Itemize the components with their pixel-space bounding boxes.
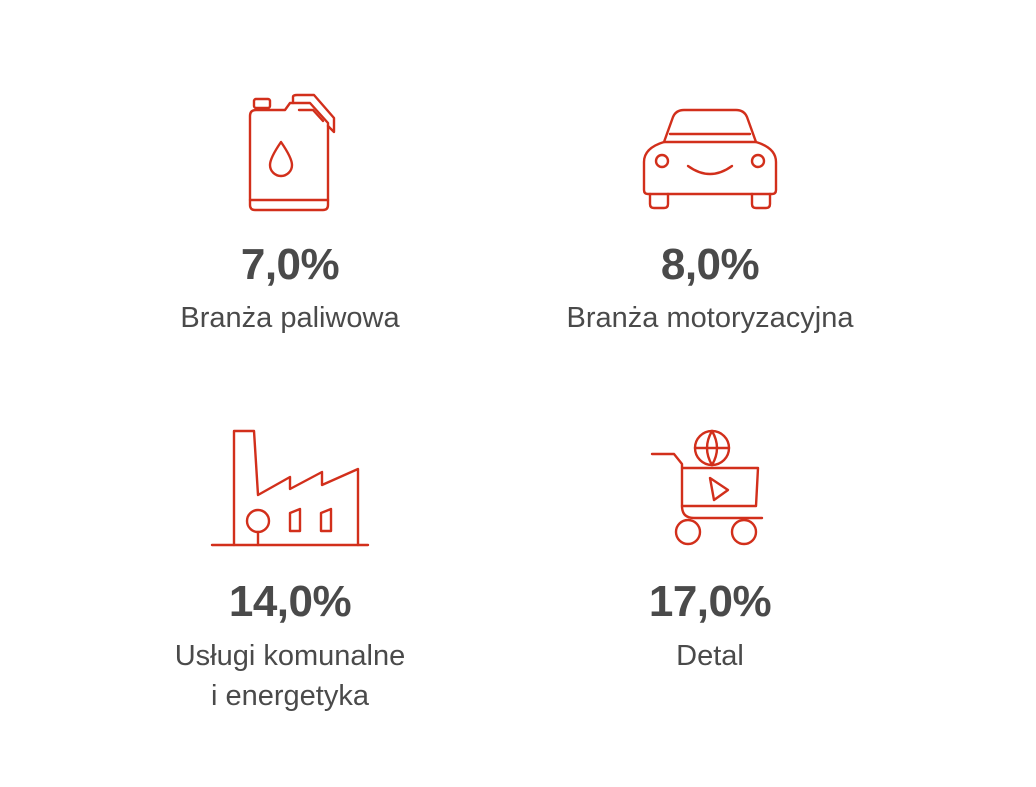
shopping-cart-icon xyxy=(500,428,920,558)
stat-label-line: i energetyka xyxy=(211,680,369,712)
stat-label-line: Branża paliwowa xyxy=(180,302,400,334)
stat-label-line: Branża motoryzacyjna xyxy=(566,302,854,334)
stat-label: Branża motoryzacyjna xyxy=(500,298,920,338)
stat-value: 14,0% xyxy=(228,577,352,626)
stat-label-line: Detal xyxy=(676,640,744,672)
stat-value: 7,0% xyxy=(240,240,340,289)
stat-label: Usługi komunalne i energetyka xyxy=(80,636,500,716)
stat-label-line: Usługi komunalne xyxy=(174,640,406,672)
fuel-canister-icon xyxy=(80,90,500,220)
car-icon xyxy=(500,100,920,230)
stat-label: Branża paliwowa xyxy=(80,298,500,338)
stat-label: Detal xyxy=(500,636,920,676)
stat-value: 8,0% xyxy=(660,240,760,289)
factory-icon xyxy=(80,425,500,555)
stat-value: 17,0% xyxy=(648,577,772,626)
